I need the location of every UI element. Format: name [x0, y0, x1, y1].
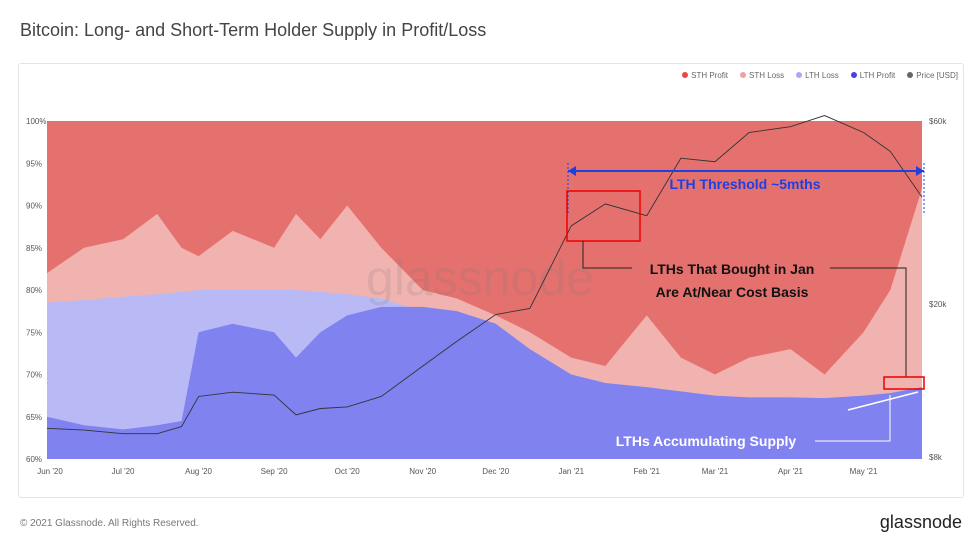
y-tick-label: 90%	[26, 202, 42, 211]
legend-item[interactable]: STH Loss	[740, 71, 784, 80]
x-tick-label: Jul '20	[112, 467, 135, 476]
y-tick-label: 60%	[26, 455, 42, 464]
legend-dot-icon	[740, 72, 747, 78]
price-line	[46, 115, 923, 435]
x-tick-label: Feb '21	[634, 467, 661, 476]
legend-label: LTH Profit	[859, 71, 896, 80]
y-tick-label: 75%	[26, 328, 42, 337]
legend-item[interactable]: Price [USD]	[907, 71, 958, 80]
accum-highlight-box	[883, 376, 925, 390]
y2-tick-label: $20k	[929, 300, 947, 309]
jan-connector-right	[830, 267, 907, 377]
chart-frame	[18, 63, 964, 498]
legend-label: LTH Loss	[805, 71, 839, 80]
chart-title: Bitcoin: Long- and Short-Term Holder Sup…	[20, 20, 487, 40]
y2-tick-label: $60k	[929, 117, 947, 126]
x-tick-label: Apr '21	[778, 467, 804, 476]
jan-connector	[582, 241, 632, 269]
annotation-jan-line2: Are At/Near Cost Basis	[656, 284, 809, 300]
y-tick-label: 80%	[26, 286, 42, 295]
x-tick-label: Nov '20	[409, 467, 436, 476]
legend-dot-icon	[850, 72, 857, 78]
y2-tick-label: $8k	[929, 453, 943, 462]
annotation-jan-line1: LTHs That Bought in Jan	[650, 261, 815, 277]
annotation-accum: LTHs Accumulating Supply	[616, 433, 797, 449]
legend-label: STH Profit	[691, 71, 729, 80]
legend-label: Price [USD]	[916, 71, 958, 80]
legend-dot-icon	[682, 72, 689, 78]
legend-item[interactable]: STH Profit	[682, 71, 728, 80]
y-tick-label: 85%	[26, 244, 42, 253]
y-tick-label: 70%	[26, 371, 42, 380]
x-tick-label: Mar '21	[702, 467, 729, 476]
legend-label: STH Loss	[749, 71, 785, 80]
x-tick-label: Oct '20	[335, 467, 361, 476]
accum-connector	[815, 395, 891, 442]
x-tick-label: Jun '20	[37, 467, 63, 476]
jan-highlight-box	[566, 190, 641, 242]
x-tick-label: Dec '20	[482, 467, 509, 476]
y-tick-label: 65%	[26, 413, 42, 422]
legend-dot-icon	[796, 72, 803, 78]
copyright: © 2021 Glassnode. All Rights Reserved.	[20, 518, 199, 529]
area-lth-profit	[47, 306, 922, 459]
legend: STH Profit STH Loss LTH Loss LTH Profit Pric…	[682, 71, 958, 80]
legend-item[interactable]: LTH Profit	[850, 71, 896, 80]
legend-item[interactable]: LTH Loss	[796, 71, 839, 80]
x-tick-label: Jan '21	[558, 467, 584, 476]
legend-dot-icon	[907, 72, 914, 78]
x-tick-label: Aug '20	[185, 467, 212, 476]
annotation-threshold: LTH Threshold ~5mths	[669, 176, 820, 192]
y-tick-label: 100%	[26, 117, 46, 126]
brand-logo: glassnode	[879, 512, 962, 532]
x-tick-label: Sep '20	[261, 467, 288, 476]
watermark: glassnode	[366, 250, 594, 306]
y-tick-label: 95%	[26, 159, 42, 168]
accum-arrow	[847, 391, 919, 411]
x-tick-label: May '21	[850, 467, 878, 476]
